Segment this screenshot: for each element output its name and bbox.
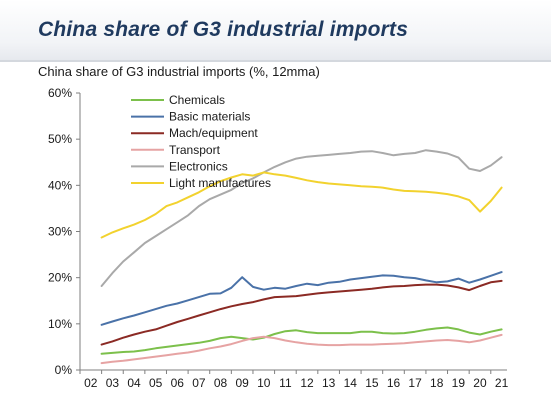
legend-label-light-manufactures: Light manufactures xyxy=(169,176,271,190)
x-tick-label: 09 xyxy=(235,376,249,390)
y-tick-label: 60% xyxy=(48,86,72,100)
legend-label-mach-equipment: Mach/equipment xyxy=(169,126,258,140)
legend-label-basic-materials: Basic materials xyxy=(169,110,250,124)
x-tick-label: 08 xyxy=(214,376,228,390)
x-tick-label: 18 xyxy=(430,376,444,390)
x-tick-label: 06 xyxy=(171,376,185,390)
y-tick-label: 30% xyxy=(48,225,72,239)
legend-label-chemicals: Chemicals xyxy=(169,93,225,107)
x-tick-label: 14 xyxy=(344,376,358,390)
x-tick-label: 03 xyxy=(106,376,120,390)
x-tick-label: 16 xyxy=(387,376,401,390)
x-tick-label: 11 xyxy=(279,376,292,390)
legend-label-electronics: Electronics xyxy=(169,159,228,173)
y-tick-label: 20% xyxy=(48,271,72,285)
title-banner: China share of G3 industrial imports xyxy=(0,0,551,62)
x-tick-label: 12 xyxy=(300,376,314,390)
x-tick-label: 05 xyxy=(149,376,163,390)
x-tick-label: 15 xyxy=(365,376,379,390)
x-tick-label: 10 xyxy=(257,376,271,390)
x-tick-label: 17 xyxy=(408,376,422,390)
series-line-light-manufactures xyxy=(100,171,503,239)
series-line-electronics xyxy=(100,149,503,287)
legend-label-transport: Transport xyxy=(169,143,221,157)
x-tick-label: 02 xyxy=(84,376,98,390)
x-tick-label: 13 xyxy=(322,376,336,390)
y-tick-label: 50% xyxy=(48,132,72,146)
series-line-basic-materials xyxy=(100,271,503,326)
series-line-transport xyxy=(100,333,503,365)
chart-title: China share of G3 industrial imports (%,… xyxy=(38,64,320,79)
series-line-chemicals xyxy=(100,326,503,355)
y-tick-label: 40% xyxy=(48,178,72,192)
y-tick-label: 0% xyxy=(55,363,73,377)
x-tick-label: 07 xyxy=(192,376,206,390)
x-tick-label: 20 xyxy=(473,376,487,390)
y-tick-label: 10% xyxy=(48,317,72,331)
x-tick-label: 19 xyxy=(452,376,466,390)
page-title: China share of G3 industrial imports xyxy=(38,18,409,41)
x-tick-label: 04 xyxy=(127,376,141,390)
series-line-mach-equipment xyxy=(100,279,503,346)
x-tick-label: 21 xyxy=(495,376,509,390)
